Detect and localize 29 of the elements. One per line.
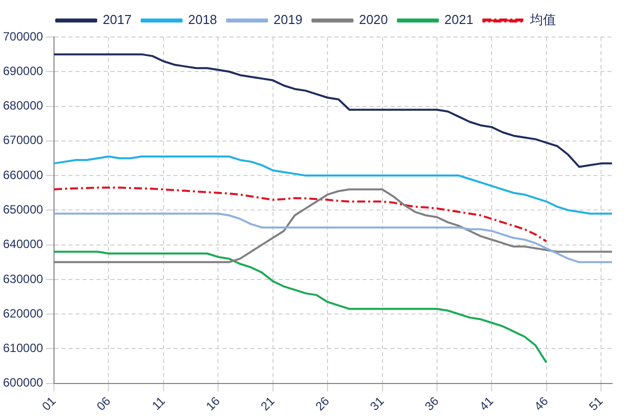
legend-label: 2019: [274, 12, 302, 28]
y-tick-label: 690000: [2, 64, 44, 78]
line-series: [53, 186, 548, 242]
x-tick-label: 36: [422, 394, 442, 414]
legend-label: 2018: [188, 12, 218, 28]
legend-label: 2021: [444, 12, 474, 28]
x-tick-label: 26: [312, 394, 332, 414]
y-tick-label: 620000: [2, 306, 44, 320]
y-tick-label: 600000: [2, 376, 44, 390]
x-tick-label: 46: [531, 394, 552, 414]
y-tick-label: 660000: [2, 168, 44, 182]
y-tick-label: 680000: [2, 98, 44, 113]
x-tick-label: 41: [476, 394, 496, 414]
x-tick-label: 11: [149, 394, 168, 413]
y-tick-label: 650000: [2, 202, 44, 216]
x-tick-label: 51: [586, 394, 606, 414]
y-tick-label: 700000: [2, 29, 44, 44]
y-tick-label: 670000: [2, 133, 44, 148]
x-tick-label: 01: [39, 394, 59, 414]
x-tick-label: 21: [258, 394, 278, 414]
y-tick-label: 640000: [2, 237, 44, 252]
legend-label: 2020: [358, 12, 388, 28]
x-tick-label: 16: [203, 394, 223, 414]
legend-label: 均值: [528, 12, 556, 28]
x-tick-label: 06: [94, 394, 114, 414]
x-tick-label: 31: [367, 394, 387, 414]
y-tick-label: 610000: [2, 341, 44, 356]
y-tick-label: 630000: [2, 272, 44, 286]
legend-label: 2017: [102, 12, 132, 28]
